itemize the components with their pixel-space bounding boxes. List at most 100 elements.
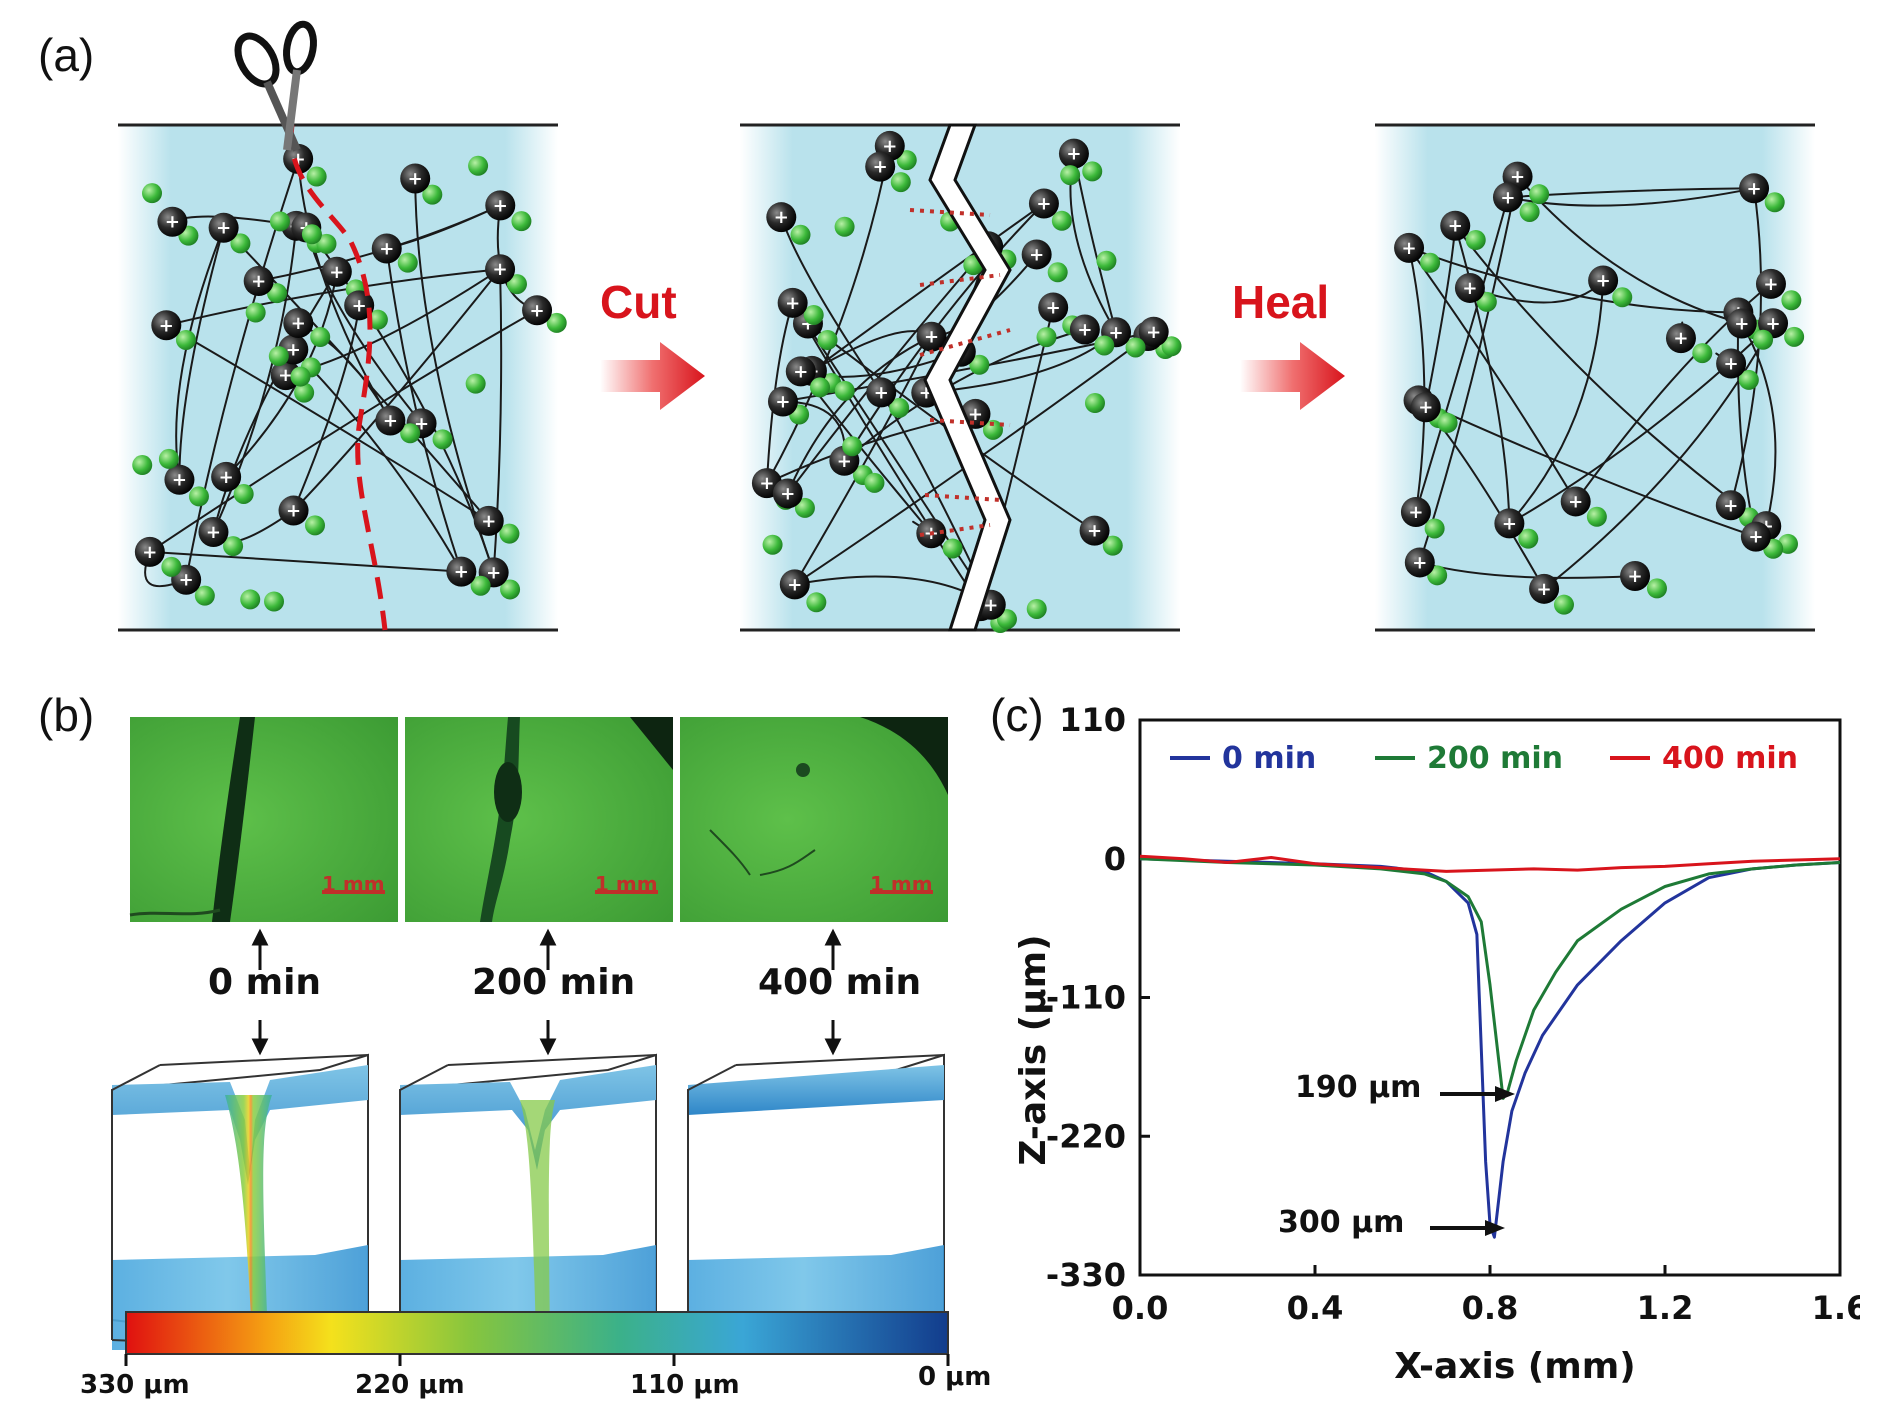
cation xyxy=(446,556,477,587)
polymer-chain xyxy=(222,227,490,522)
cation-sign: + xyxy=(1146,322,1161,343)
anion xyxy=(269,211,290,232)
anion xyxy=(1096,250,1117,271)
cation-sign: + xyxy=(1537,579,1552,600)
anion xyxy=(896,150,917,171)
anion xyxy=(499,523,520,544)
cation-sign: + xyxy=(493,259,508,280)
anion xyxy=(294,382,315,403)
cation-sign: + xyxy=(1087,521,1102,542)
cation xyxy=(1755,268,1786,299)
annotation-arrows xyxy=(1430,1086,1515,1236)
micrograph-0min xyxy=(129,717,398,922)
anion xyxy=(1082,161,1103,182)
cation-sign: + xyxy=(785,293,800,314)
panel-b-label: (b) xyxy=(38,689,95,741)
cation-sign: + xyxy=(983,595,998,616)
cation xyxy=(1726,308,1757,339)
anion xyxy=(468,155,489,176)
cation xyxy=(1079,515,1110,546)
anion xyxy=(1084,393,1105,414)
anion xyxy=(161,556,182,577)
anion xyxy=(794,497,815,518)
cation-sign: + xyxy=(1568,491,1583,512)
anion xyxy=(1420,252,1441,273)
polymer-chain xyxy=(765,302,794,484)
cation-sign: + xyxy=(1418,397,1433,418)
cation-sign: + xyxy=(968,404,983,425)
broken-bond xyxy=(909,208,991,217)
broken-bond xyxy=(929,418,1011,427)
cation xyxy=(1069,314,1100,345)
anion xyxy=(1519,201,1540,222)
cation-sign: + xyxy=(206,522,221,543)
cation-sign: + xyxy=(837,451,852,472)
cation-sign: + xyxy=(179,570,194,591)
cation xyxy=(283,143,314,174)
colorbar-tick-110: 110 μm xyxy=(630,1370,740,1400)
cation xyxy=(916,321,947,352)
cation xyxy=(785,356,816,387)
polymer-chain xyxy=(1508,280,1605,525)
polymer-chain xyxy=(843,202,1045,462)
anion xyxy=(1094,335,1115,356)
anion xyxy=(465,373,486,394)
anion xyxy=(223,536,244,557)
cation-sign: + xyxy=(383,411,398,432)
anion xyxy=(188,486,209,507)
polymer-chain xyxy=(1454,225,1511,524)
x-tick-label: 0.0 xyxy=(1112,1289,1169,1327)
cation xyxy=(1058,138,1089,169)
cation xyxy=(1588,265,1619,296)
anion xyxy=(194,585,215,606)
anion xyxy=(304,515,325,536)
y-axis-title: Z-axis (μm) xyxy=(1013,934,1054,1165)
cation xyxy=(1739,173,1770,204)
anion xyxy=(1753,329,1774,350)
anion xyxy=(890,172,911,193)
polymer-chain xyxy=(178,227,225,480)
anion xyxy=(1738,369,1759,390)
cut-arrow xyxy=(600,342,705,410)
colorbar xyxy=(124,1311,950,1366)
cation-sign: + xyxy=(286,501,301,522)
broken-bond xyxy=(919,523,991,537)
cation-sign: + xyxy=(159,315,174,336)
polymer-chain xyxy=(1740,323,1777,527)
cation xyxy=(1138,316,1169,347)
cation-sign: + xyxy=(172,470,187,491)
y-tick-label: -330 xyxy=(1046,1256,1126,1294)
cation xyxy=(371,233,402,264)
anion xyxy=(1553,594,1574,615)
anion xyxy=(1036,327,1057,348)
colorbar-tick-220: 220 μm xyxy=(355,1370,465,1400)
cation xyxy=(1400,496,1431,527)
cation xyxy=(866,377,897,408)
colorbar-tick-0: 0 μm xyxy=(918,1362,992,1392)
cation-sign: + xyxy=(1724,353,1739,374)
cation xyxy=(400,163,431,194)
polymer-chain xyxy=(791,302,982,607)
polymer-chain xyxy=(791,302,992,606)
cation-sign: + xyxy=(759,473,774,494)
cation-sign: + xyxy=(1402,238,1417,259)
anion xyxy=(245,302,266,323)
anion xyxy=(175,329,196,350)
anion xyxy=(1125,337,1146,358)
anion xyxy=(310,327,331,348)
cation-sign: + xyxy=(216,218,231,239)
scale-bar-label-1: 1 mm xyxy=(322,872,385,896)
cation-sign: + xyxy=(493,195,508,216)
cation-sign: + xyxy=(486,562,501,583)
x-tick-label: 0.4 xyxy=(1287,1289,1344,1327)
series-line-400-min xyxy=(1139,854,1841,873)
anion xyxy=(1060,165,1081,186)
polymer-chain xyxy=(292,305,361,511)
cation-sign: + xyxy=(1500,187,1515,208)
polymer-chain xyxy=(292,348,463,573)
anion xyxy=(842,436,863,457)
surface-plot-400min xyxy=(687,1053,945,1351)
annotation-300: 300 μm xyxy=(1278,1205,1405,1240)
anion xyxy=(142,183,163,204)
anion xyxy=(267,283,288,304)
